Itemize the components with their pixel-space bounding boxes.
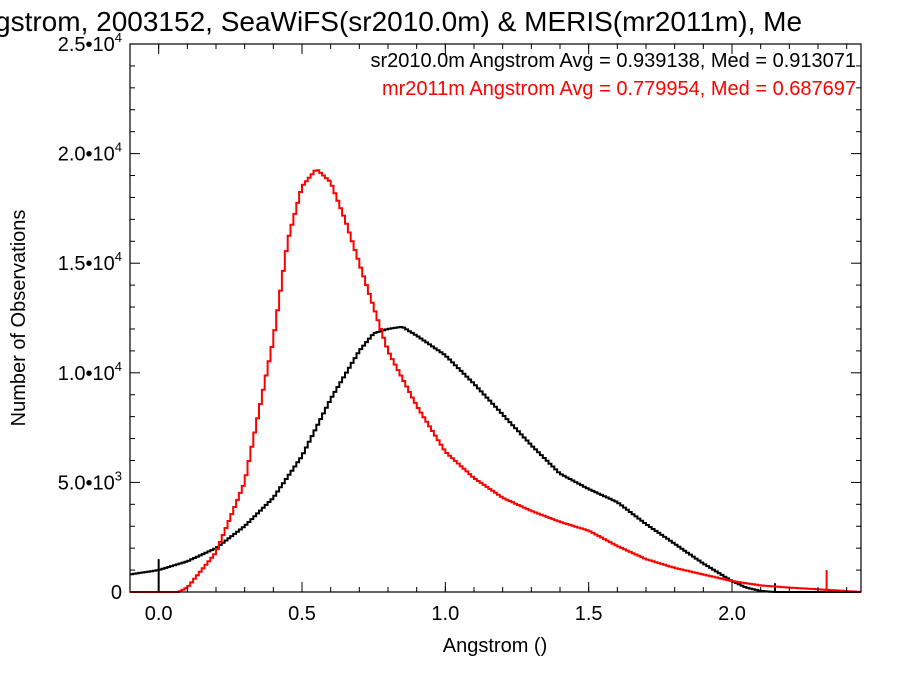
x-tick-label: 1.0 [431,603,459,625]
legend-entry-red: mr2011m Angstrom Avg = 0.779954, Med = 0… [382,78,856,100]
y-tick-label: 5.0•103 [58,468,122,494]
series-line-0 [130,326,861,593]
x-tick-label: 1.5 [575,603,603,625]
y-tick-label: 1.5•104 [58,249,122,275]
plot-frame [129,43,862,593]
x-axis-label: Angstrom () [443,635,547,657]
y-axis-label: Number of Observations [8,210,30,427]
legend: sr2010.0m Angstrom Avg = 0.939138, Med =… [370,50,856,100]
y-tick-label: 2.5•104 [58,30,122,56]
x-tick-label: 0.0 [145,603,173,625]
x-tick-label: 2.0 [718,603,746,625]
y-tick-label: 0 [111,582,122,604]
chart-title: gstrom, 2003152, SeaWiFS(sr2010.0m) & ME… [0,6,802,37]
y-tick-label: 1.0•104 [58,359,122,385]
series-layer [130,169,861,593]
legend-entry-black: sr2010.0m Angstrom Avg = 0.939138, Med =… [370,50,856,72]
series-line-1 [130,169,861,593]
x-tick-label: 0.5 [288,603,316,625]
y-tick-label: 2.0•104 [58,140,122,166]
x-axis-ticks: 0.0 0.5 1.0 1.5 2.0 [129,44,848,625]
y-axis-ticks: 0 5.0•103 1.0•104 1.5•104 2.0•104 2.5•104 [58,30,861,604]
